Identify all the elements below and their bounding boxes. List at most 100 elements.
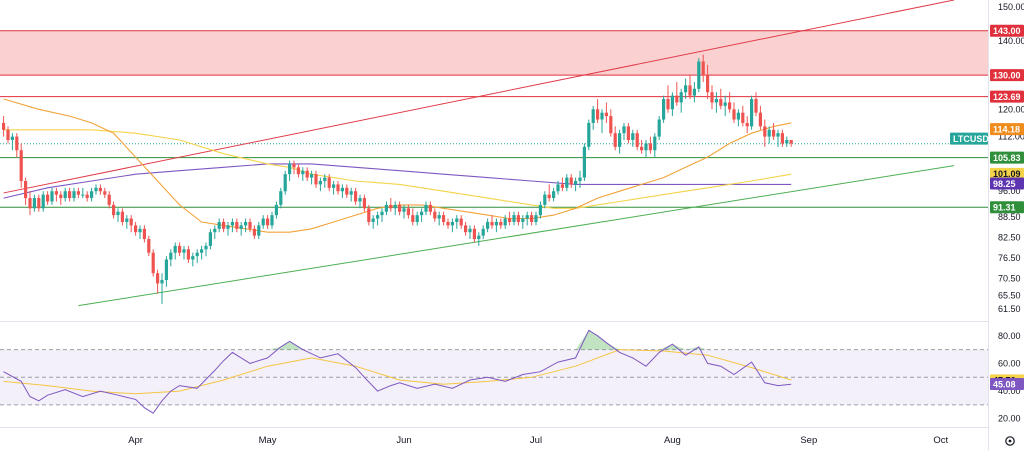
candle: [543, 191, 547, 209]
candle-body: [464, 225, 468, 233]
candle-body: [160, 280, 164, 284]
candle-body: [556, 184, 560, 192]
level-badge-143.00-bg: [990, 24, 1024, 37]
price-tick-label: 140.00: [998, 36, 1024, 46]
candle-body: [283, 174, 287, 192]
ma-orange-line: [3, 98, 792, 233]
candle-body: [706, 75, 710, 93]
candle-body: [362, 198, 366, 209]
candle: [257, 221, 261, 240]
candle: [173, 242, 177, 260]
candle: [648, 136, 652, 154]
candle-body: [244, 221, 248, 226]
candle: [750, 95, 754, 130]
level-badge-105.83-label: 105.83: [993, 153, 1021, 163]
candle-body: [648, 143, 652, 151]
candle-body: [129, 218, 133, 226]
candle: [442, 211, 446, 226]
rsi-badge-label: 45.08: [993, 379, 1016, 389]
candle-body: [569, 177, 573, 185]
candle-body: [622, 126, 626, 134]
candle: [120, 208, 124, 226]
candle: [358, 194, 362, 209]
candle-body: [230, 221, 234, 226]
candle: [578, 170, 582, 188]
candle: [600, 109, 604, 134]
candle: [59, 191, 63, 205]
rsi-tick-label: 60.00: [998, 358, 1021, 368]
settings-gear-icon[interactable]: [1005, 436, 1015, 446]
candle: [252, 225, 256, 240]
ma-badge-114.18-bg: [990, 123, 1024, 136]
candle: [446, 218, 450, 229]
candle-body: [292, 163, 296, 168]
candle-body: [72, 191, 76, 199]
candle: [772, 122, 776, 141]
candle: [503, 215, 507, 229]
candle: [741, 105, 745, 127]
candle-body: [428, 204, 432, 212]
candle-body: [226, 225, 230, 229]
trendline-1: [78, 165, 955, 307]
candle-body: [393, 204, 397, 209]
candle: [719, 88, 723, 110]
candle-body: [613, 133, 617, 147]
candle-body: [684, 85, 688, 93]
candle: [362, 194, 366, 212]
candle-body: [402, 208, 406, 212]
candle-body: [547, 194, 551, 199]
rsi-axis[interactable]: 80.00 60.00 40.00 20.00: [998, 331, 1021, 424]
price-tick-label: 82.50: [998, 232, 1021, 242]
candle: [512, 211, 516, 226]
candle: [147, 235, 151, 257]
candle-body: [468, 228, 472, 233]
candle: [318, 177, 322, 192]
candle: [279, 187, 283, 209]
candle-body: [552, 191, 556, 199]
candle-body: [125, 218, 129, 222]
candle: [736, 109, 740, 127]
candle: [556, 180, 560, 195]
candle-body: [222, 221, 226, 229]
price-tick-label: 70.50: [998, 273, 1021, 283]
candle: [50, 187, 54, 205]
candle: [574, 177, 578, 192]
candle: [684, 78, 688, 100]
candle: [398, 201, 402, 216]
candle: [332, 180, 336, 195]
candle: [437, 211, 441, 226]
rsi-ma-line: [3, 349, 792, 395]
candle: [81, 187, 85, 199]
candle: [354, 187, 358, 205]
price-tick-label: 65.50: [998, 290, 1021, 300]
candle: [631, 129, 635, 147]
candle-body: [266, 218, 270, 226]
time-axis[interactable]: Apr May Jun Jul Aug Sep Oct: [128, 435, 948, 446]
rsi-tick-label: 20.00: [998, 414, 1021, 424]
candle-body: [670, 95, 674, 110]
candle-body: [147, 239, 151, 253]
candle-body: [688, 85, 692, 96]
candle-body: [626, 126, 630, 141]
candle: [415, 211, 419, 226]
candle-body: [750, 99, 754, 127]
candle: [406, 204, 410, 219]
candle: [204, 242, 208, 257]
candle: [393, 201, 397, 216]
candle: [24, 177, 28, 205]
candle-body: [151, 252, 155, 274]
candle-body: [631, 133, 635, 141]
candle-body: [446, 221, 450, 226]
candle-body: [336, 184, 340, 192]
candle-body: [503, 218, 507, 226]
candle: [164, 256, 168, 287]
candle: [635, 129, 639, 151]
candle-body: [200, 249, 204, 253]
candle-body: [420, 211, 424, 216]
ma-badge-98.25-label: 98.25: [993, 179, 1016, 189]
level-badge-105.83-bg: [990, 151, 1024, 164]
price-tick-label: 112.00: [998, 132, 1024, 142]
candle-body: [701, 61, 705, 76]
candle: [112, 201, 116, 219]
candle-body: [437, 215, 441, 219]
